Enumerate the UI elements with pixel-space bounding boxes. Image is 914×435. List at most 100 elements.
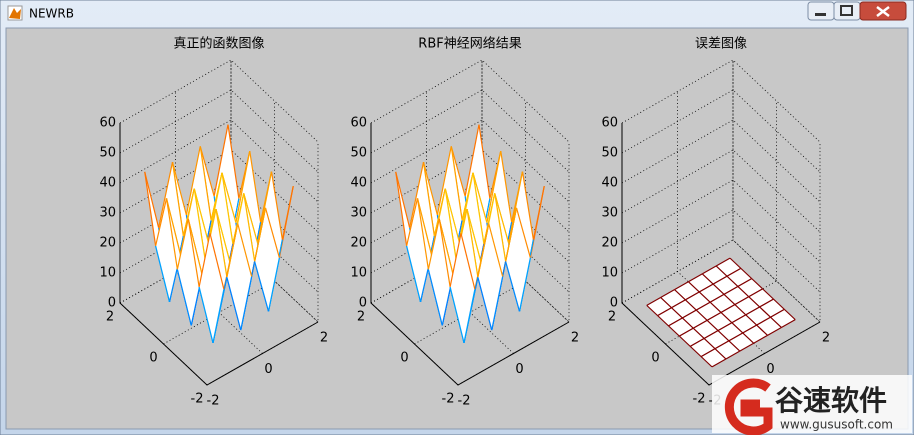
y-tick-label: 2: [106, 310, 114, 325]
mesh-edge: [731, 322, 744, 334]
mesh-edge: [759, 298, 774, 308]
mesh-edge: [227, 124, 240, 199]
mesh-edge: [165, 198, 178, 270]
mesh-edge: [491, 276, 504, 331]
mesh-edge: [698, 291, 711, 303]
mesh-edge: [198, 233, 211, 287]
z-tick-label: 20: [350, 236, 367, 251]
mesh-edge: [176, 218, 189, 270]
y-tick-label: -2: [442, 392, 455, 407]
mesh-edge: [737, 286, 750, 298]
mesh-edge: [144, 171, 160, 228]
mesh-edge: [477, 223, 490, 278]
mesh-edge: [464, 124, 480, 197]
mesh-edge: [144, 171, 157, 246]
mesh-edge: [422, 162, 435, 237]
mesh-edge: [249, 151, 262, 223]
mesh-edge: [646, 304, 659, 317]
mesh-edge: [427, 218, 440, 270]
mesh-face: [199, 233, 224, 343]
mesh-edge: [668, 317, 683, 327]
mesh-edge: [657, 307, 672, 317]
mesh-edge: [488, 223, 504, 277]
mesh-face: [428, 218, 454, 326]
mesh-face: [450, 233, 475, 343]
grid-line: [732, 60, 821, 323]
mesh-edge: [500, 151, 513, 223]
mesh-edge: [212, 289, 225, 343]
mesh-edge: [646, 296, 661, 306]
mesh-edge: [720, 312, 733, 324]
mesh-edge: [472, 172, 488, 223]
grid-line: [370, 89, 570, 173]
mesh-edge: [748, 296, 761, 308]
mesh-edge: [450, 146, 466, 197]
mesh-edge: [701, 273, 714, 285]
y-tick-label: -2: [191, 392, 204, 407]
mesh-face: [177, 218, 203, 326]
mesh-edge: [689, 345, 702, 358]
x-tick-label: 0: [264, 362, 272, 377]
maximize-button[interactable]: [833, 1, 861, 21]
mesh-edge: [494, 193, 507, 262]
mesh-edge: [715, 265, 728, 277]
mesh-edge: [221, 172, 234, 244]
mesh-edge: [759, 306, 771, 318]
grid-line: [163, 101, 275, 345]
mesh-edge: [254, 261, 270, 312]
mesh-edge: [689, 337, 705, 347]
mesh-edge: [720, 304, 736, 314]
mesh-edge: [679, 327, 694, 337]
mesh-edge: [237, 223, 253, 277]
grid-line: [414, 101, 526, 345]
mesh-edge: [199, 146, 212, 221]
grid-line: [119, 59, 319, 143]
mesh-edge: [674, 281, 689, 291]
mesh-face: [226, 223, 252, 330]
mesh-edge: [518, 257, 531, 312]
mesh-edge: [703, 330, 719, 340]
mesh-edge: [463, 289, 476, 343]
mesh-edge: [781, 319, 796, 329]
mesh-edge: [703, 338, 716, 350]
x-tick-label: -2: [458, 394, 471, 409]
mesh-edge: [726, 267, 742, 277]
mesh-edge: [438, 218, 451, 287]
mesh-edge: [717, 330, 730, 342]
mesh-edge: [723, 285, 739, 295]
mesh-edge: [756, 324, 768, 336]
mesh-edge: [695, 301, 711, 311]
z-tick-label: 20: [99, 236, 116, 251]
mesh-edge: [678, 335, 691, 347]
mesh-edge: [444, 188, 460, 242]
mesh-edge: [685, 291, 700, 301]
mesh-edge: [199, 146, 215, 197]
minimize-button[interactable]: [807, 1, 835, 21]
mesh-edge: [270, 171, 283, 240]
x-tick-label: 2: [320, 331, 328, 346]
y-tick-label: 0: [149, 351, 157, 366]
mesh-edge: [155, 198, 168, 247]
mesh-edge: [674, 289, 686, 301]
z-tick-label: 60: [601, 116, 618, 131]
grid-line: [119, 239, 319, 323]
window-title: NEWRB: [29, 7, 74, 21]
grid-line: [370, 59, 570, 143]
mesh-edge: [745, 314, 758, 326]
mesh-edge: [728, 340, 741, 352]
mesh-edge: [726, 275, 739, 287]
x-tick-label: 2: [822, 331, 830, 346]
close-button[interactable]: [859, 1, 907, 21]
z-tick-label: 60: [350, 116, 367, 131]
mesh-edge: [267, 257, 280, 312]
axis-line: [370, 123, 570, 386]
mesh-edge: [723, 293, 736, 306]
mesh-edge: [198, 286, 214, 343]
mesh-edge: [687, 281, 700, 293]
mesh-edge: [715, 257, 731, 267]
grid-line: [621, 209, 821, 293]
mesh-edge: [762, 288, 774, 300]
mesh-edge: [739, 342, 754, 352]
x-tick-label: 2: [571, 331, 579, 346]
